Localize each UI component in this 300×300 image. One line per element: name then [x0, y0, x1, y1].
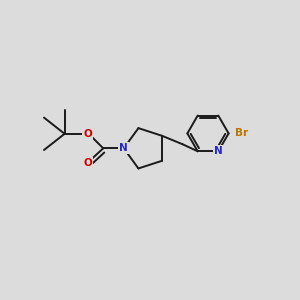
Text: N: N: [214, 146, 223, 156]
Text: Br: Br: [235, 128, 248, 138]
Text: N: N: [119, 143, 128, 153]
Text: N: N: [119, 143, 128, 153]
Text: O: O: [83, 158, 92, 168]
Text: O: O: [83, 129, 92, 139]
